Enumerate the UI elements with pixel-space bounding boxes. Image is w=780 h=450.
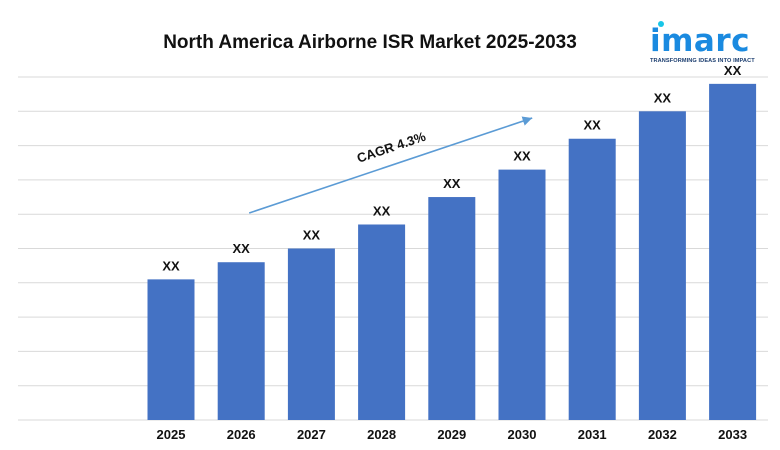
data-label-2029: XX <box>443 176 461 191</box>
chart-title: North America Airborne ISR Market 2025-2… <box>163 32 577 53</box>
data-label-2030: XX <box>513 149 531 164</box>
logo-dot-icon <box>658 21 664 27</box>
data-label-2028: XX <box>373 203 391 218</box>
tick-label-2032: 2032 <box>648 427 677 442</box>
tick-label-2029: 2029 <box>437 427 466 442</box>
bar-2033 <box>709 83 757 421</box>
bar-2032 <box>638 111 686 421</box>
cagr-arrow <box>248 116 533 214</box>
bar-2029 <box>428 197 476 420</box>
data-label-2027: XX <box>303 228 321 243</box>
data-label-2025: XX <box>162 258 180 273</box>
tick-label-2027: 2027 <box>297 427 326 442</box>
cagr-label: CAGR 4.3% <box>355 129 428 166</box>
bars <box>147 83 757 421</box>
data-label-2031: XX <box>584 118 602 133</box>
bar-2031 <box>568 138 616 421</box>
bar-2025 <box>147 279 195 420</box>
tick-label-2031: 2031 <box>578 427 607 442</box>
x-tick-labels: 2025 2026 2027 2028 2029 2030 2031 2032 2033 <box>157 427 748 442</box>
imarc-logo: imarc TRANSFORMING IDEAS INTO IMPACT <box>650 21 762 64</box>
bar-2028 <box>358 224 406 420</box>
tick-label-2025: 2025 <box>157 427 186 442</box>
tick-label-2028: 2028 <box>367 427 396 442</box>
logo-tagline: TRANSFORMING IDEAS INTO IMPACT <box>650 58 755 64</box>
data-label-2032: XX <box>654 90 672 105</box>
data-label-2026: XX <box>233 241 251 256</box>
data-labels: XX XX XX XX XX XX XX XX XX <box>162 63 741 274</box>
bar-2026 <box>217 262 265 420</box>
logo-wordmark: imarc <box>650 21 762 59</box>
tick-label-2030: 2030 <box>508 427 537 442</box>
data-label-2033: XX <box>724 63 742 78</box>
tick-label-2033: 2033 <box>718 427 747 442</box>
bar-2027 <box>287 248 335 420</box>
bar-2030 <box>498 169 546 420</box>
logo-wordmark-text: imarc <box>650 23 751 59</box>
tick-label-2026: 2026 <box>227 427 256 442</box>
